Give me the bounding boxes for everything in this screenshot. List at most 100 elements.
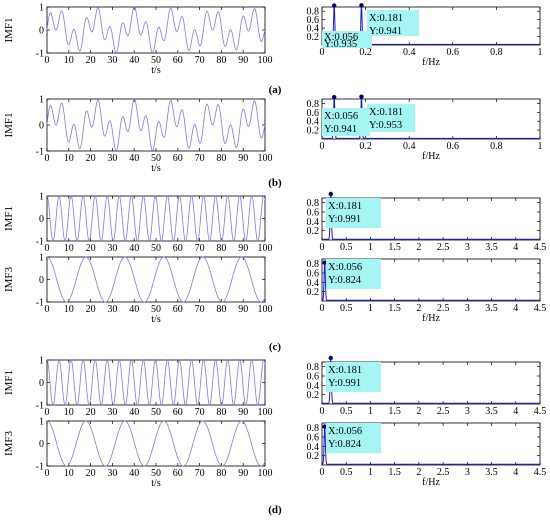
x-tick-label: 3.5 — [485, 406, 498, 417]
x-tick-label: 30 — [107, 243, 117, 254]
datatip-y-label: Y:0.953 — [369, 120, 402, 131]
x-tick-label: 0.8 — [490, 47, 503, 58]
y-tick-label: -1 — [36, 298, 44, 309]
x-tick-label: 0 — [45, 153, 50, 164]
y-axis-label: IMF3 — [3, 266, 15, 292]
y-tick-label: 0.6 — [307, 208, 320, 219]
datatip-x-label: X:0.056 — [324, 111, 358, 122]
x-tick-label: 80 — [216, 468, 226, 479]
x-tick-label: 60 — [173, 243, 183, 254]
x-axis-label: f/Hz — [422, 313, 440, 324]
y-tick-label: 1 — [39, 3, 44, 14]
series-line — [46, 98, 266, 152]
x-tick-label: 0.5 — [340, 242, 353, 253]
y-axis-label: IMF1 — [3, 206, 15, 231]
x-tick-label: 0 — [45, 468, 50, 479]
y-tick-label: 0.6 — [307, 433, 320, 444]
x-tick-label: 20 — [86, 55, 96, 66]
x-axis-label: f/Hz — [422, 477, 440, 488]
y-tick-label: 0.8 — [307, 423, 320, 434]
panel-labels: (a) (b) (c) (d) — [268, 84, 282, 516]
x-tick-label: 1 — [538, 47, 543, 58]
x-tick-label: 70 — [195, 304, 205, 315]
y-tick-label: 0.4 — [307, 442, 320, 453]
datatip-x-label: X:0.056 — [324, 32, 358, 43]
subplot-6: 0 0.5 1 1.5 2 2.5 3 3.5 4 4.5 0.80.60.40.2 X:0.181 Y… — [307, 191, 546, 253]
x-tick-label: 0.5 — [340, 467, 353, 478]
y-tick-label: 0.2 — [307, 287, 320, 298]
datatip-x-label: X:0.181 — [328, 201, 362, 212]
series-line — [322, 359, 540, 404]
x-tick-label: 100 — [258, 243, 273, 254]
x-tick-label: 0.2 — [359, 47, 372, 58]
datatip-box — [326, 198, 381, 228]
x-tick-label: 40 — [129, 55, 139, 66]
x-axis-label: t/s — [151, 65, 161, 76]
x-tick-label: 100 — [258, 304, 273, 315]
x-tick-label: 0 — [320, 47, 325, 58]
datatip-box — [367, 104, 415, 132]
x-tick-label: 3 — [465, 303, 470, 314]
x-tick-label: 0.5 — [340, 406, 353, 417]
x-tick-label: 4 — [513, 406, 518, 417]
x-tick-label: 90 — [238, 468, 248, 479]
panel-label-c: (c) — [269, 341, 282, 353]
x-tick-label: 1 — [368, 242, 373, 253]
y-tick-label: 0.6 — [307, 372, 320, 383]
x-tick-label: 4.5 — [534, 303, 547, 314]
y-tick-label: 0.2 — [307, 126, 320, 137]
datatip-x-label: X:0.181 — [369, 13, 403, 24]
y-tick-label: 0.8 — [307, 99, 320, 110]
y-tick-label: 1 — [39, 95, 44, 106]
y-tick-label: 0.6 — [307, 15, 320, 26]
x-tick-label: 1.5 — [388, 303, 401, 314]
x-tick-label: 40 — [129, 243, 139, 254]
x-tick-label: 3.5 — [485, 242, 498, 253]
x-tick-label: 40 — [129, 304, 139, 315]
y-tick-label: 0.8 — [307, 259, 320, 270]
x-tick-label: 0.8 — [490, 141, 503, 152]
x-tick-label: 70 — [195, 153, 205, 164]
x-tick-label: 3 — [465, 467, 470, 478]
series-line — [46, 6, 266, 54]
x-tick-label: 100 — [258, 55, 273, 66]
peak-marker — [359, 3, 364, 8]
x-tick-label: 0 — [45, 407, 50, 418]
x-axis-label: f/Hz — [422, 57, 440, 68]
x-tick-label: 0 — [320, 467, 325, 478]
panel-label-b: (b) — [268, 177, 282, 189]
datatip-box — [367, 10, 419, 36]
x-tick-label: 60 — [173, 55, 183, 66]
datatip-y-label: Y:0.935 — [324, 39, 357, 50]
x-tick-label: 70 — [195, 55, 205, 66]
peak-marker — [328, 191, 333, 197]
datatip-box — [326, 259, 381, 289]
x-tick-label: 40 — [129, 468, 139, 479]
y-tick-label: 0.4 — [307, 278, 320, 289]
y-tick-label: 1 — [39, 356, 44, 367]
x-tick-label: 90 — [238, 153, 248, 164]
plot-frame — [46, 98, 266, 152]
x-tick-label: 90 — [238, 407, 248, 418]
x-tick-label: 10 — [64, 153, 74, 164]
x-tick-label: 20 — [86, 243, 96, 254]
x-tick-label: 1.5 — [388, 467, 401, 478]
x-tick-label: 4.5 — [534, 406, 547, 417]
x-tick-label: 40 — [129, 407, 139, 418]
subplot-12: 0 0.5 1 1.5 2 2.5 3 3.5 4 4.5 0.80.60.40.2 f/Hz X:0.… — [307, 422, 546, 488]
x-tick-label: 1 — [538, 141, 543, 152]
datatip-x-label: X:0.181 — [369, 107, 403, 118]
y-axis-label: IMF1 — [3, 17, 15, 42]
x-tick-label: 0.2 — [359, 141, 372, 152]
peak-marker — [359, 94, 364, 99]
datatip-x-label: X:0.181 — [328, 365, 362, 376]
x-tick-label: 0 — [320, 303, 325, 314]
x-tick-label: 0 — [45, 55, 50, 66]
x-axis-label: t/s — [151, 314, 161, 325]
x-tick-label: 0 — [320, 406, 325, 417]
y-tick-label: 1 — [39, 192, 44, 203]
